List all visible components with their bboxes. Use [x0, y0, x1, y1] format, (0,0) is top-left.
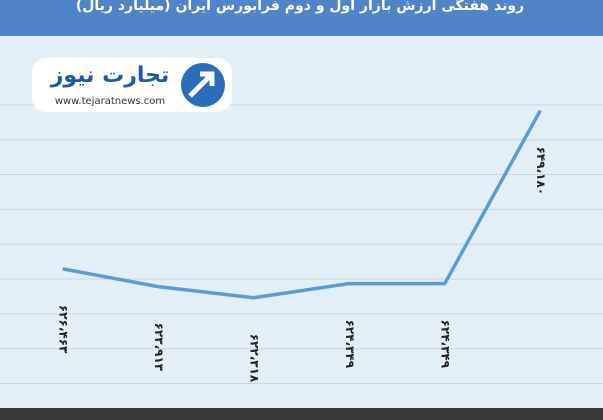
value-label: ۶۲۶،۴۶۳	[56, 305, 70, 354]
value-label: ۶۲۳،۹۱۳	[152, 323, 166, 372]
chart-title: روند هفتگی ارزش بازار اول و دوم فرابورس …	[76, 0, 524, 14]
data-line	[62, 109, 542, 300]
logo-box	[32, 58, 232, 112]
footer-bar	[0, 408, 603, 420]
logo-arrow	[188, 71, 215, 98]
logo: تجارت نیوز www.tejaratnews.com	[32, 58, 232, 112]
value-label: ۶۲۴،۳۴۹	[343, 320, 357, 369]
plot-area: ۶۲۶،۴۶۳ ۶۲۳،۹۱۳ ۶۲۲،۳۱۸ ۶۲۴،۳۴۹ ۶۲۴،۳۴۹ ۶۴۹،۱…	[0, 104, 603, 385]
header-bar	[0, 0, 603, 36]
logo-url: www.tejaratnews.com	[55, 96, 165, 107]
value-label: ۶۲۲،۳۱۸	[247, 334, 261, 383]
logo-name: تجارت نیوز	[50, 63, 170, 88]
value-label: ۶۲۴،۳۴۹	[438, 320, 452, 369]
value-label: ۶۴۹،۱۸۰	[534, 147, 548, 196]
